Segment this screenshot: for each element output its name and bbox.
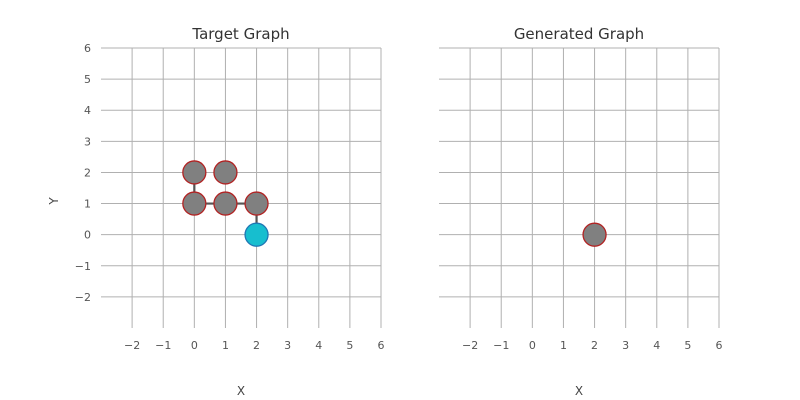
target-y-tick-label: −2 <box>75 291 91 304</box>
generated-graph-panel: Generated Graph −2 −1 0 1 2 3 4 5 6 X <box>439 25 723 398</box>
target-node <box>213 191 238 216</box>
target-x-tick-label: −2 <box>124 339 140 352</box>
generated-graph-plot-area: −2 −1 0 1 2 3 4 5 6 <box>439 47 723 352</box>
generated-x-tick-label: 6 <box>716 339 723 352</box>
target-node <box>182 191 207 216</box>
generated-x-tick-label: 0 <box>529 339 536 352</box>
target-x-tick-label: 0 <box>191 339 198 352</box>
target-highlight-node <box>244 222 269 247</box>
target-y-tick-label: −1 <box>75 260 91 273</box>
target-graph-y-axis-label: Y <box>47 197 61 206</box>
generated-x-tick-label: 3 <box>622 339 629 352</box>
target-node <box>182 160 207 185</box>
target-x-tick-label: 6 <box>378 339 385 352</box>
target-node <box>213 160 238 185</box>
generated-graph-title: Generated Graph <box>514 25 644 43</box>
generated-x-tick-label: −2 <box>462 339 478 352</box>
generated-x-tick-label: −1 <box>493 339 509 352</box>
target-x-tick-label: −1 <box>155 339 171 352</box>
target-graph-plot-area: −2 −1 0 1 2 3 4 5 6 −2 −1 0 1 2 3 4 5 6 <box>75 42 385 352</box>
target-y-tick-label: 0 <box>84 229 91 242</box>
generated-x-tick-label: 5 <box>684 339 691 352</box>
target-graph-title: Target Graph <box>191 25 289 43</box>
generated-x-tick-label: 1 <box>560 339 567 352</box>
target-x-tick-label: 4 <box>315 339 322 352</box>
target-node <box>244 191 269 216</box>
target-y-tick-label: 3 <box>84 135 91 148</box>
target-y-tick-label: 6 <box>84 42 91 55</box>
target-y-tick-label: 5 <box>84 73 91 86</box>
target-x-tick-label: 3 <box>284 339 291 352</box>
target-graph-panel: Target Graph −2 −1 0 1 2 3 4 5 6 −2 −1 0 1 2 3 4 5 6 X Y <box>47 25 385 398</box>
generated-node <box>582 222 607 247</box>
target-graph-x-axis-label: X <box>237 384 245 398</box>
generated-graph-x-axis-label: X <box>575 384 583 398</box>
target-y-tick-label: 2 <box>84 166 91 179</box>
target-x-tick-label: 2 <box>253 339 260 352</box>
generated-x-tick-label: 4 <box>653 339 660 352</box>
target-x-tick-label: 5 <box>346 339 353 352</box>
target-y-tick-label: 1 <box>84 198 91 211</box>
target-x-tick-label: 1 <box>222 339 229 352</box>
target-y-tick-label: 4 <box>84 104 91 117</box>
generated-x-tick-label: 2 <box>591 339 598 352</box>
